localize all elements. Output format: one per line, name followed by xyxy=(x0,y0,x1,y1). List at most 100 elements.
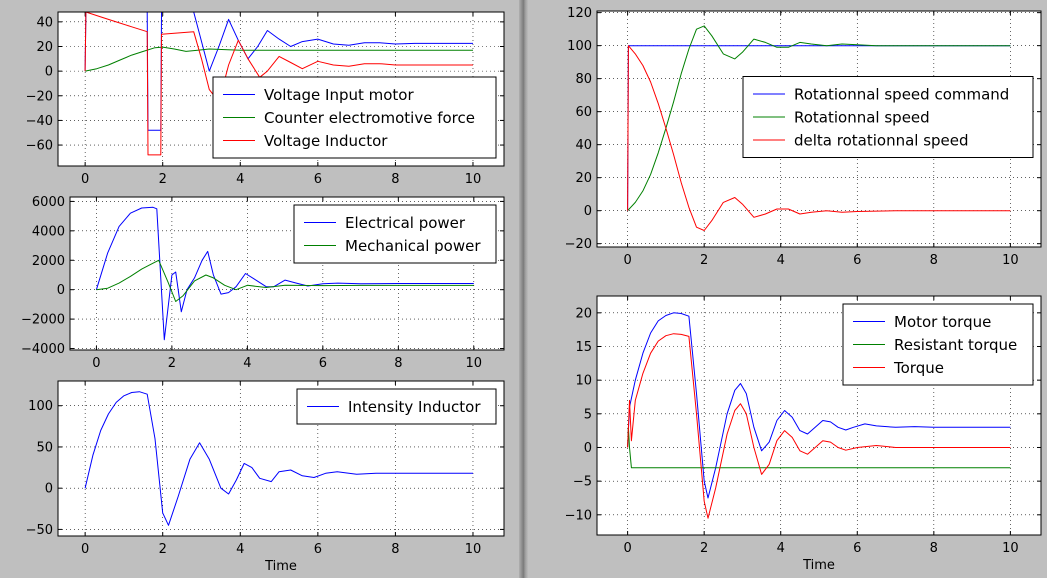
x-tick-label: 0 xyxy=(623,541,631,556)
x-tick-label: 4 xyxy=(236,172,244,187)
series-line xyxy=(627,312,1011,499)
x-tick-label: 6 xyxy=(853,253,861,268)
y-tick-label: 120 xyxy=(567,6,592,21)
y-tick-label: −20 xyxy=(26,89,53,104)
x-tick-label: 8 xyxy=(391,542,399,557)
y-tick-label: 40 xyxy=(36,15,53,30)
x-tick-label: 0 xyxy=(92,356,100,371)
y-tick-label: 50 xyxy=(36,440,53,455)
x-tick-label: 6 xyxy=(853,541,861,556)
window-divider[interactable] xyxy=(519,0,529,578)
legend: Voltage Input motor Counter electromotive… xyxy=(212,76,497,159)
legend: Intensity Inductor xyxy=(296,388,497,425)
y-tick-label: −20 xyxy=(565,237,592,252)
y-tick-label: 4000 xyxy=(32,224,65,239)
chart-3: 0 2 4 6 8 10 −50 0 50 100 Time Intensity Inductor xyxy=(26,380,505,574)
series-line xyxy=(96,259,474,302)
y-tick-label: 40 xyxy=(575,138,592,153)
y-tick-label: 0 xyxy=(584,204,592,219)
y-tick-label: 60 xyxy=(575,105,592,120)
chart-1: 0 2 4 6 8 10 −60 −40 −20 0 20 40 Voltage Input motor… xyxy=(26,11,505,187)
x-tick-label: 6 xyxy=(319,356,327,371)
series-line xyxy=(95,206,474,341)
plot-frame xyxy=(57,380,505,537)
plot-frame xyxy=(69,196,505,351)
legend-box xyxy=(742,76,1034,158)
x-axis-label: Time xyxy=(802,558,835,573)
series-group xyxy=(84,391,473,526)
plot-frame xyxy=(596,295,1042,536)
x-tick-label: 2 xyxy=(168,356,176,371)
x-axis-label: Time xyxy=(264,559,297,574)
x-tick-label: 8 xyxy=(930,253,938,268)
series-group xyxy=(84,12,473,156)
y-tick-label: −4000 xyxy=(21,342,65,357)
y-tick-label: −50 xyxy=(26,523,53,538)
series-group xyxy=(627,25,1011,231)
y-tick-label: 100 xyxy=(567,39,592,54)
y-tick-label: 6000 xyxy=(32,195,65,210)
legend: Rotationnal speed command Rotationnal spe… xyxy=(742,76,1034,158)
y-tick-label: 20 xyxy=(575,306,592,321)
plot-frame xyxy=(57,11,505,167)
x-tick-label: 4 xyxy=(243,356,251,371)
series-line xyxy=(84,46,473,72)
series-line xyxy=(84,391,473,526)
x-tick-label: 0 xyxy=(81,542,89,557)
y-tick-label: −2000 xyxy=(21,313,65,328)
legend-label: Torque xyxy=(893,359,944,377)
y-tick-label: 10 xyxy=(575,374,592,389)
y-tick-label: 20 xyxy=(575,171,592,186)
x-tick-label: 4 xyxy=(777,253,785,268)
x-tick-label: 2 xyxy=(159,542,167,557)
y-tick-label: −10 xyxy=(565,508,592,523)
y-tick-label: 2000 xyxy=(32,254,65,269)
series-line xyxy=(627,45,1011,231)
x-tick-label: 2 xyxy=(700,253,708,268)
series-line xyxy=(627,333,1011,519)
x-tick-label: 6 xyxy=(314,542,322,557)
y-tick-label: −60 xyxy=(26,139,53,154)
legend-label: Motor torque xyxy=(894,313,991,331)
chart-2: 0 2 4 6 8 10 −4000 −2000 0 2000 4000 6000 Electrical… xyxy=(21,195,505,371)
series-group xyxy=(95,206,474,341)
x-tick-label: 8 xyxy=(930,541,938,556)
legend-box xyxy=(212,76,497,159)
y-tick-label: 100 xyxy=(28,399,53,414)
y-tick-label: 0 xyxy=(45,65,53,80)
y-tick-label: 20 xyxy=(36,40,53,55)
x-tick-label: 8 xyxy=(391,172,399,187)
x-tick-label: 6 xyxy=(314,172,322,187)
y-tick-label: 0 xyxy=(584,441,592,456)
legend-label: Voltage Inductor xyxy=(264,132,388,150)
series-line xyxy=(84,12,473,156)
x-tick-label: 10 xyxy=(1002,253,1019,268)
x-tick-label: 4 xyxy=(777,541,785,556)
y-tick-label: 80 xyxy=(575,72,592,87)
y-tick-label: −40 xyxy=(26,114,53,129)
x-tick-label: 8 xyxy=(394,356,402,371)
x-tick-label: 2 xyxy=(700,541,708,556)
legend-label: Resistant torque xyxy=(894,336,1017,354)
figure-window-left: 0 2 4 6 8 10 −60 −40 −20 0 20 40 Voltage Input motor… xyxy=(0,0,522,578)
legend: Electrical power Mechanical power xyxy=(293,204,497,264)
y-tick-label: 0 xyxy=(57,283,65,298)
x-tick-label: 10 xyxy=(466,356,483,371)
x-tick-label: 10 xyxy=(465,172,482,187)
y-tick-label: 5 xyxy=(584,407,592,422)
plot-frame xyxy=(596,10,1042,248)
figure-window-right: 0 2 4 6 8 10 −20 0 20 40 60 80 100 120 Rotationnal spe… xyxy=(528,0,1047,578)
chart-5: 0 2 4 6 8 10 −10 −5 0 5 10 15 20 Time Motor torque Resi… xyxy=(565,295,1042,573)
legend-label: Intensity Inductor xyxy=(348,398,481,416)
y-tick-label: 0 xyxy=(45,482,53,497)
x-tick-label: 0 xyxy=(623,253,631,268)
y-tick-label: 15 xyxy=(575,340,592,355)
y-tick-label: −5 xyxy=(573,475,592,490)
x-tick-label: 10 xyxy=(465,542,482,557)
series-line xyxy=(627,25,1011,212)
legend-box xyxy=(293,204,497,264)
legend-label: Rotationnal speed command xyxy=(794,86,1009,104)
x-tick-label: 2 xyxy=(159,172,167,187)
